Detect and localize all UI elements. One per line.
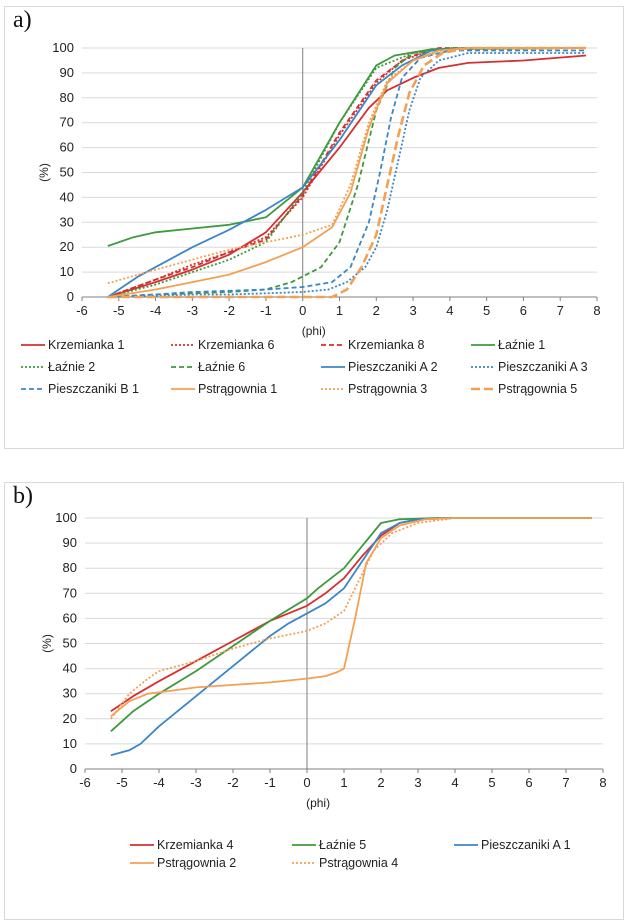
y-tick-label: 80 bbox=[60, 90, 74, 105]
y-tick-label: 0 bbox=[67, 289, 74, 304]
x-tick-label: -4 bbox=[153, 775, 165, 790]
x-tick-label: -3 bbox=[190, 775, 202, 790]
legend-label: Pstrągownia 1 bbox=[198, 382, 277, 396]
chart-b-svg: 0 10 20 30 40 50 60 70 80 90 100 -6 -5 -4 -3 -2 -1 0 1 2 3 4 5… bbox=[40, 510, 607, 870]
x-tick-label: -4 bbox=[150, 303, 162, 318]
y-tick-label: 90 bbox=[60, 65, 74, 80]
series-line-krzemianka-1 bbox=[107, 54, 587, 298]
series-line-pieszczaniki-a-3 bbox=[107, 52, 586, 298]
series-line-pieszczaniki-a-2 bbox=[107, 47, 586, 298]
series-line-łaźnie-6 bbox=[107, 47, 586, 298]
x-tick-label: -1 bbox=[264, 775, 276, 790]
y-tick-label: 10 bbox=[60, 264, 74, 279]
legend-label: Łaźnie 5 bbox=[319, 838, 366, 852]
x-tick-label: 7 bbox=[562, 775, 569, 790]
y-tick-label: 40 bbox=[60, 189, 74, 204]
y-tick-label: 50 bbox=[63, 636, 77, 651]
x-tick-label: 1 bbox=[340, 775, 347, 790]
panel-label-a: a) bbox=[13, 7, 32, 33]
series-line-krzemianka-4 bbox=[110, 517, 592, 713]
x-tick-label: 2 bbox=[373, 303, 380, 318]
x-axis-title: (phi) bbox=[302, 324, 326, 338]
y-tick-label: 50 bbox=[60, 165, 74, 180]
legend-label: Pieszczaniki B 1 bbox=[48, 382, 139, 396]
series-line-łaźnie-1 bbox=[107, 47, 587, 247]
y-tick-label: 90 bbox=[63, 535, 77, 550]
y-tick-label: 20 bbox=[60, 239, 74, 254]
legend-label: Krzemianka 4 bbox=[157, 838, 233, 852]
x-tick-label: 0 bbox=[299, 303, 306, 318]
x-tick-label: -1 bbox=[260, 303, 272, 318]
series-line-pstrągownia-1 bbox=[107, 47, 586, 298]
y-tick-label: 10 bbox=[63, 736, 77, 751]
legend-label: Pieszczaniki A 2 bbox=[348, 360, 438, 374]
series-line-pieszczaniki-b-1 bbox=[107, 49, 586, 298]
y-tick-label: 80 bbox=[63, 560, 77, 575]
x-tick-label: 4 bbox=[446, 303, 453, 318]
x-tick-label: -5 bbox=[113, 303, 125, 318]
x-tick-label: 0 bbox=[303, 775, 310, 790]
legend-label: Pstrągownia 5 bbox=[498, 382, 577, 396]
y-tick-label: 60 bbox=[63, 610, 77, 625]
series-line-pstrągownia-2 bbox=[110, 517, 592, 717]
y-tick-label: 100 bbox=[52, 40, 74, 55]
chart-panel-b: b) 0 10 20 30 40 50 60 70 80 90 100 -6 -5 -4 -3 -2 -1 0 1 2… bbox=[4, 482, 624, 920]
series-line-krzemianka-8 bbox=[107, 47, 586, 298]
chart-a-svg: 0 10 20 30 40 50 60 70 80 90 100 -6 -5 -4 -3 -2 -1 0 1 2 3 4 5… bbox=[21, 40, 601, 396]
legend-label: Pstrągownia 2 bbox=[157, 856, 236, 870]
x-tick-label: 3 bbox=[414, 775, 421, 790]
y-tick-label: 30 bbox=[63, 686, 77, 701]
x-tick-label: 6 bbox=[520, 303, 527, 318]
legend-label: Krzemianka 1 bbox=[48, 338, 124, 352]
series-line-pstrągownia-4 bbox=[110, 517, 592, 720]
y-tick-label: 70 bbox=[60, 115, 74, 130]
x-tick-label: 8 bbox=[599, 775, 606, 790]
y-axis-title: (%) bbox=[40, 634, 54, 653]
panel-label-b: b) bbox=[13, 483, 33, 509]
x-tick-label: 5 bbox=[483, 303, 490, 318]
legend-label: Pstrągownia 3 bbox=[348, 382, 427, 396]
series-line-pstrągownia-3 bbox=[107, 47, 586, 285]
x-tick-label: -6 bbox=[79, 775, 91, 790]
x-tick-label: -2 bbox=[223, 303, 235, 318]
x-tick-label: 5 bbox=[488, 775, 495, 790]
legend-label: Krzemianka 6 bbox=[198, 338, 274, 352]
x-axis-title: (phi) bbox=[306, 796, 330, 810]
x-tick-label: -2 bbox=[227, 775, 239, 790]
x-tick-label: 8 bbox=[593, 303, 600, 318]
legend-label: Krzemianka 8 bbox=[348, 338, 424, 352]
series-line-pstrągownia-5 bbox=[107, 46, 586, 299]
legend-label: Pieszczaniki A 3 bbox=[498, 360, 588, 374]
series-line-łaźnie-5 bbox=[110, 517, 592, 732]
series-line-łaźnie-2 bbox=[107, 47, 586, 298]
x-tick-label: 7 bbox=[557, 303, 564, 318]
x-tick-label: 2 bbox=[377, 775, 384, 790]
x-tick-label: -3 bbox=[187, 303, 199, 318]
y-axis-title: (%) bbox=[37, 163, 51, 182]
y-tick-label: 70 bbox=[63, 585, 77, 600]
legend-label: Pstrągownia 4 bbox=[319, 856, 398, 870]
legend-label: Łaźnie 6 bbox=[198, 360, 245, 374]
y-tick-label: 20 bbox=[63, 711, 77, 726]
y-tick-label: 0 bbox=[70, 761, 77, 776]
y-tick-label: 100 bbox=[55, 510, 77, 525]
series-line-pieszczaniki-a-1 bbox=[110, 517, 592, 757]
x-tick-label: -6 bbox=[76, 303, 88, 318]
x-tick-label: 1 bbox=[336, 303, 343, 318]
chart-panel-a: a) 0 10 20 30 40 50 60 70 80 90 100 -6 -5 -4 -3 -2 -1 0 1 2… bbox=[4, 6, 624, 449]
legend-label: Łaźnie 2 bbox=[48, 360, 95, 374]
x-tick-label: 4 bbox=[451, 775, 458, 790]
legend-label: Łaźnie 1 bbox=[498, 338, 545, 352]
y-tick-label: 40 bbox=[63, 661, 77, 676]
legend-label: Pieszczaniki A 1 bbox=[481, 838, 571, 852]
y-tick-label: 30 bbox=[60, 214, 74, 229]
x-tick-label: 6 bbox=[525, 775, 532, 790]
y-tick-label: 60 bbox=[60, 140, 74, 155]
x-tick-label: -5 bbox=[116, 775, 128, 790]
x-tick-label: 3 bbox=[409, 303, 416, 318]
